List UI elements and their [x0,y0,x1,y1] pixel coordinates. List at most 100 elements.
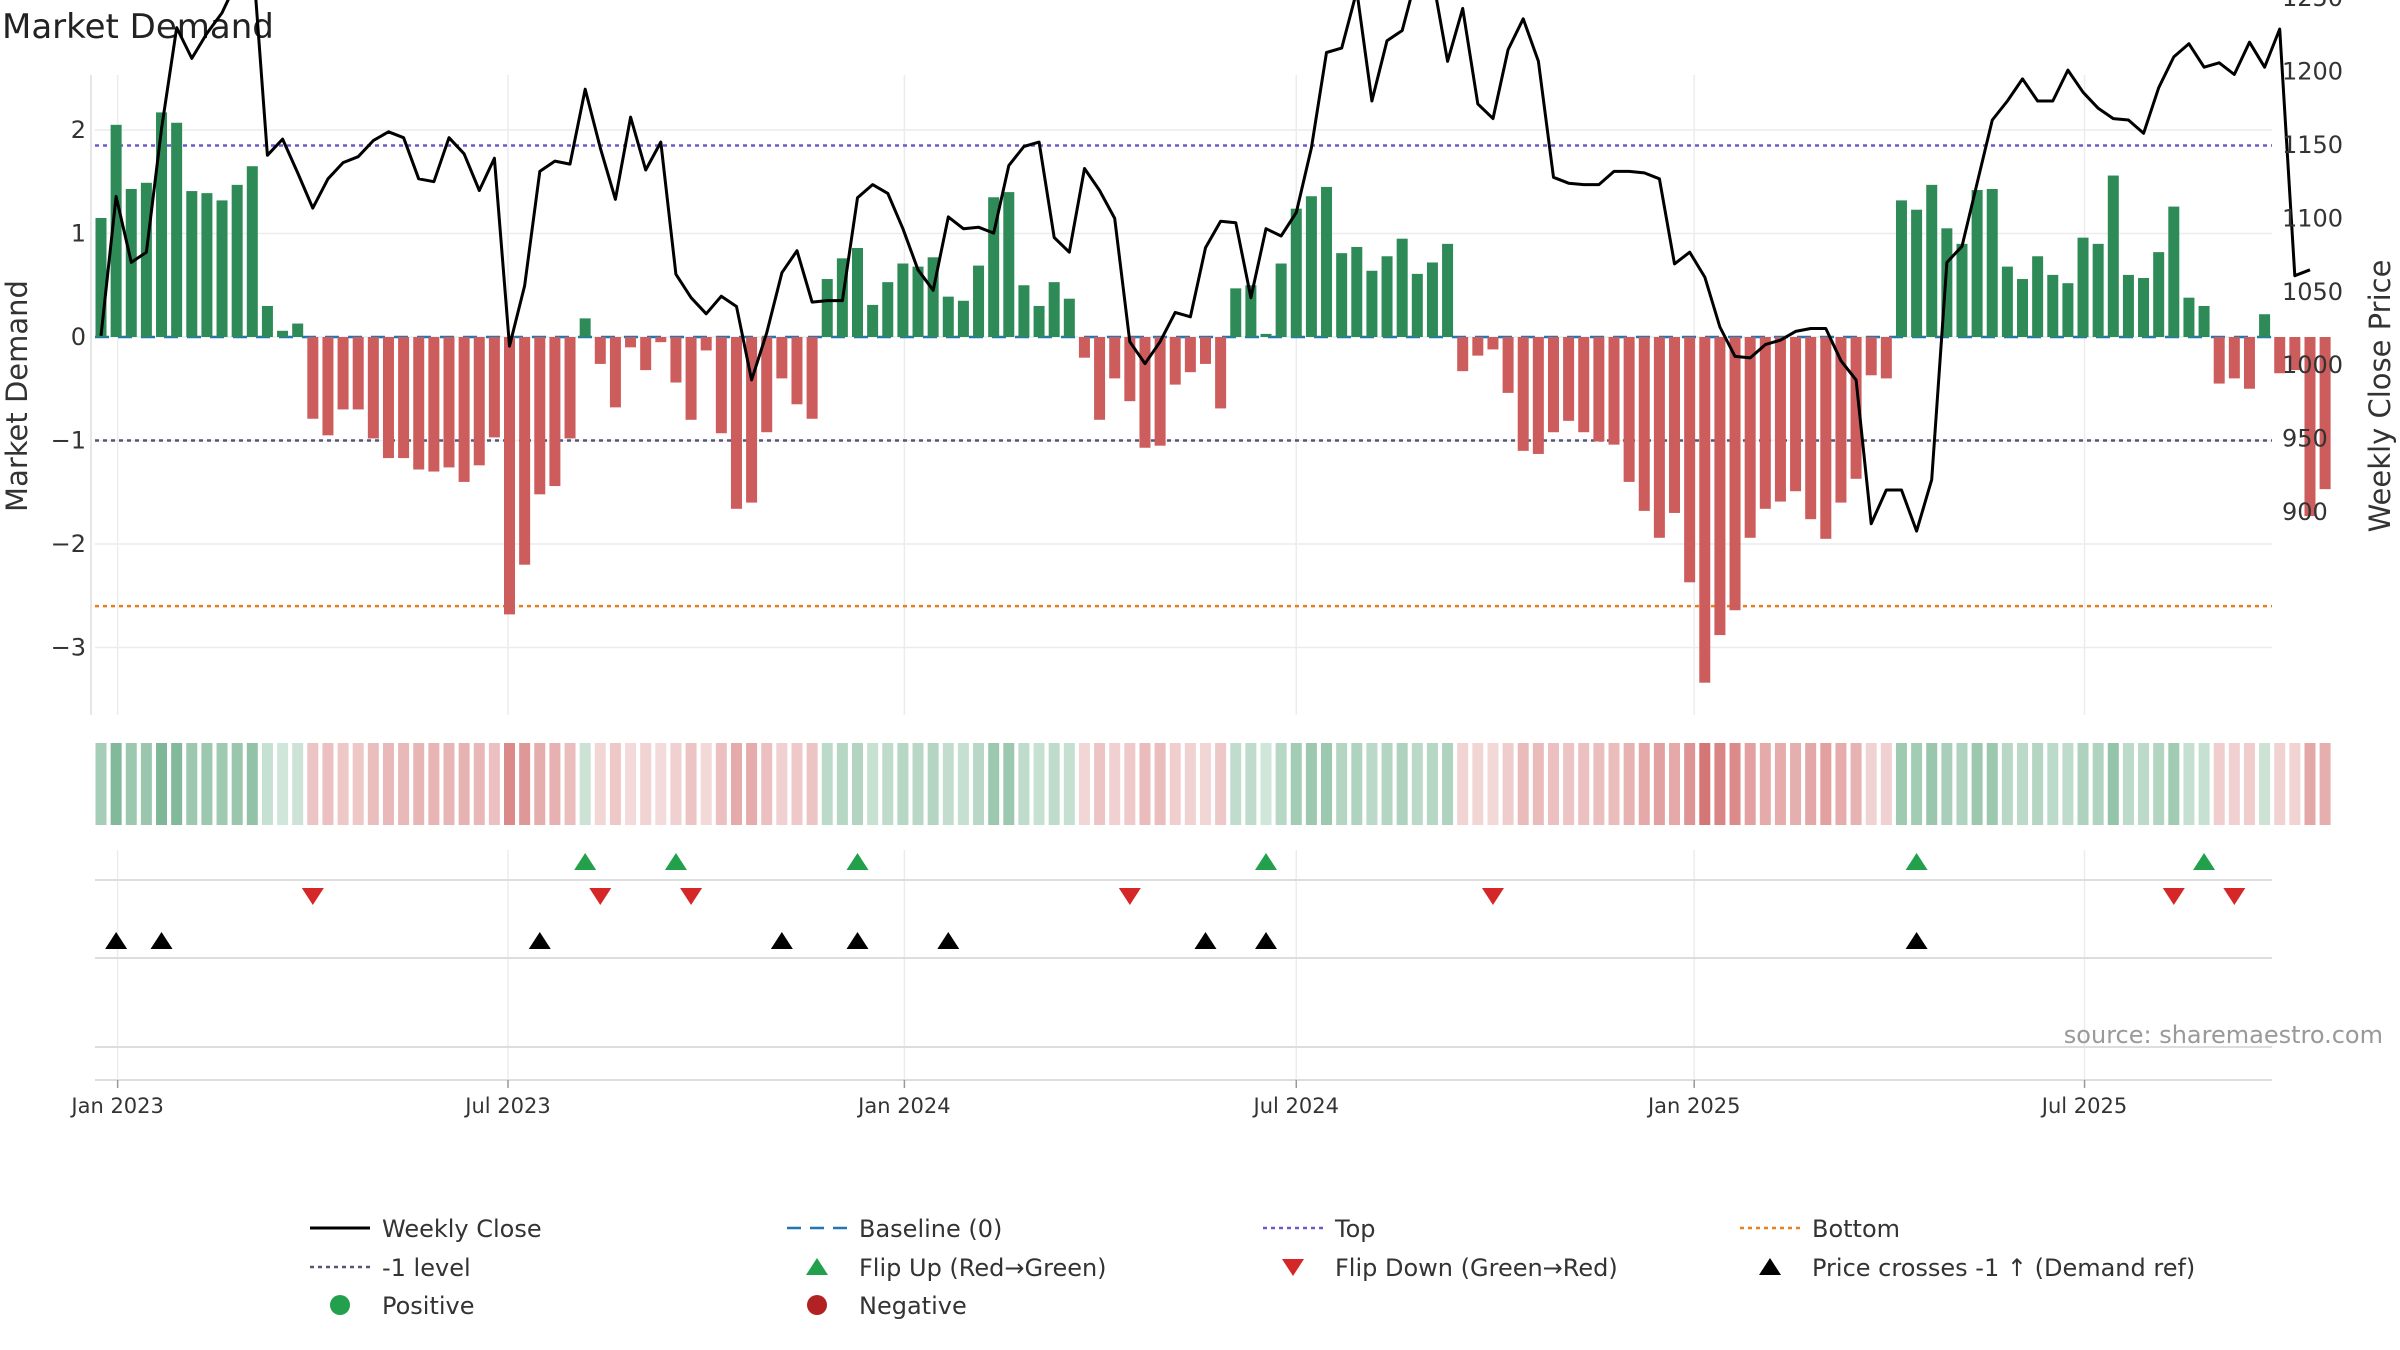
price-cross-marker [770,932,793,949]
legend-label: Price crosses -1 ↑ (Demand ref) [1812,1254,2195,1282]
positive-demand-bar [1048,282,1060,337]
negative-demand-bar [730,337,742,509]
heat-cell [655,743,667,825]
heat-cell [867,743,879,825]
heat-cell [1835,743,1847,825]
heat-cell [1472,743,1484,825]
negative-demand-bar [1199,337,1211,364]
positive-demand-bar [1426,262,1438,337]
price-cross-marker [150,932,173,949]
heat-cell [201,743,213,825]
legend-label: Flip Up (Red→Green) [859,1254,1107,1282]
heat-cell [2243,743,2255,825]
positive-demand-bar [261,305,273,337]
heat-cell [897,743,909,825]
heat-cell [1714,743,1726,825]
negative-demand-bar [382,337,394,459]
left-tick-label: 2 [71,116,86,144]
negative-demand-bar [337,337,349,410]
date-tick-label: Jan 2023 [69,1094,164,1118]
negative-demand-bar [1184,337,1196,373]
negative-demand-bar [1457,337,1469,372]
positive-demand-bar [1245,285,1257,337]
heat-cell [216,743,228,825]
heat-cell [549,743,561,825]
date-tick-label: Jan 2024 [856,1094,951,1118]
heat-cell [1669,743,1681,825]
negative-demand-bar [1109,337,1121,379]
heat-cell [791,743,803,825]
negative-demand-bar [746,337,758,503]
negative-demand-bar [761,337,773,433]
negative-demand-bar [1124,337,1136,402]
positive-demand-bar [1971,190,1983,337]
heat-cell [2274,743,2286,825]
heat-cell [1366,743,1378,825]
heat-cell [488,743,500,825]
heat-cell [1623,743,1635,825]
heat-cell [443,743,455,825]
positive-demand-bar [231,184,243,337]
heat-cell [2168,743,2180,825]
heat-cell [1578,743,1590,825]
right-tick-label: 1100 [2282,204,2343,232]
heat-cell [1759,743,1771,825]
negative-demand-bar [1578,337,1590,433]
heat-cell [821,743,833,825]
negative-demand-bar [504,337,516,615]
negative-demand-bar [2289,337,2301,371]
left-tick-label: 0 [71,323,86,351]
positive-demand-bar [867,304,879,337]
heat-cell [110,743,122,825]
legend-label: Negative [859,1292,967,1320]
right-tick-label: 1250 [2282,0,2343,12]
flip-down-marker [2162,888,2185,905]
legend-label: Baseline (0) [859,1215,1002,1243]
heat-cell [1094,743,1106,825]
date-tick-label: Jan 2025 [1646,1094,1741,1118]
negative-demand-bar [1517,337,1529,451]
positive-demand-bar [2259,314,2271,337]
positive-demand-bar [186,191,198,337]
positive-demand-bar [1956,243,1968,337]
positive-demand-bar [912,266,924,337]
positive-demand-bar [821,279,833,337]
heat-cell [1805,743,1817,825]
legend-swatch-negative [807,1295,827,1315]
heat-cell [1396,743,1408,825]
heat-cell [1865,743,1877,825]
negative-demand-bar [715,337,727,434]
negative-demand-bar [2274,337,2286,374]
heat-cell [1926,743,1938,825]
negative-demand-bar [625,337,637,348]
heat-cell [1850,743,1862,825]
negative-demand-bar [307,337,319,419]
heat-cell [579,743,591,825]
negative-demand-bar [1880,337,1892,379]
heat-cell [776,743,788,825]
left-tick-label: −3 [51,634,86,662]
negative-demand-bar [1532,337,1544,454]
heat-cell [2032,743,2044,825]
heat-cell [609,743,621,825]
legend-swatch-flip-down [1282,1259,1304,1276]
negative-demand-bar [1714,337,1726,636]
date-axis: Jan 2023 Jul 2023 Jan 2024 Jul 2024 Jan 2025… [69,1080,2127,1118]
positive-demand-bar [95,217,107,337]
gridlines [90,75,2272,1080]
heat-cell [156,743,168,825]
negative-demand-bar [1744,337,1756,538]
positive-demand-bar [156,112,168,337]
heat-cell [1956,743,1968,825]
negative-demand-bar [428,337,440,472]
negative-demand-bar [1850,337,1862,479]
heat-cell [2304,743,2316,825]
positive-demand-bar [942,296,954,337]
flip-down-marker [1118,888,1141,905]
flip-down-marker [1481,888,1504,905]
heat-cell [1063,743,1075,825]
heat-cell [2092,743,2104,825]
heat-cell [730,743,742,825]
heat-cell [1321,743,1333,825]
heat-cell [519,743,531,825]
